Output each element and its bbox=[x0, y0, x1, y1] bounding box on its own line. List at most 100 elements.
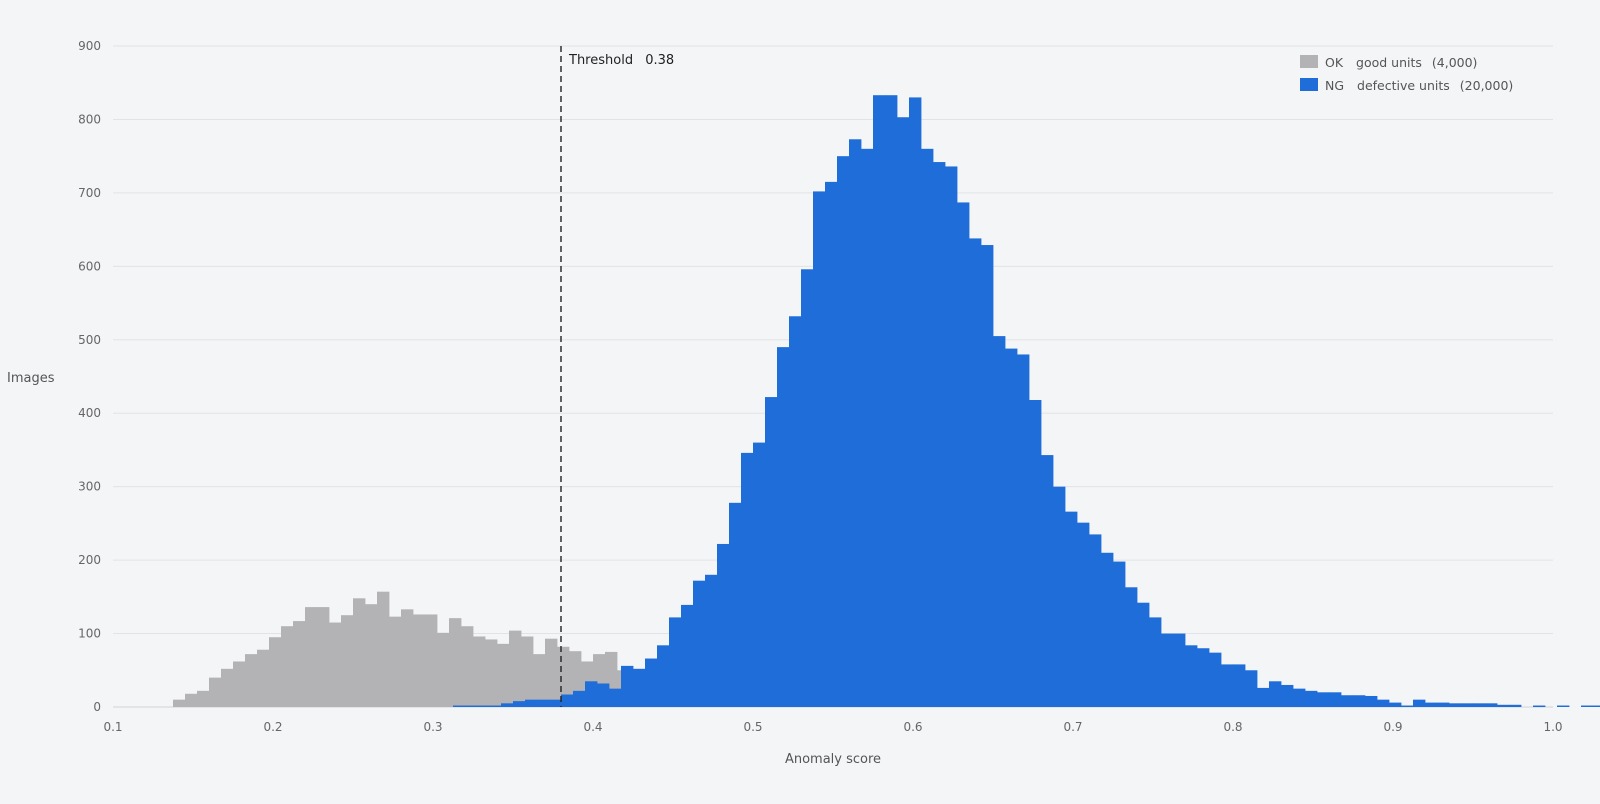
ng-bar bbox=[1101, 552, 1114, 707]
ng-bar bbox=[1065, 511, 1078, 707]
ng-bar bbox=[1221, 664, 1234, 707]
ng-bar bbox=[897, 117, 910, 708]
ok-bar bbox=[545, 638, 558, 707]
ng-bar bbox=[1317, 692, 1330, 707]
ng-bar bbox=[573, 690, 586, 707]
x-tick-label: 1.0 bbox=[1543, 720, 1562, 734]
ng-bar bbox=[1089, 534, 1102, 707]
threshold-label-text: Threshold bbox=[568, 53, 633, 68]
ng-bar bbox=[1197, 648, 1210, 707]
ok-bar bbox=[521, 636, 534, 707]
ng-bar bbox=[993, 336, 1006, 707]
ng-bar bbox=[597, 683, 610, 707]
y-tick-label: 100 bbox=[78, 627, 101, 641]
ng-bar bbox=[1161, 633, 1174, 707]
ng-bar bbox=[909, 97, 922, 707]
ng-bar bbox=[621, 665, 634, 707]
ok-bar bbox=[329, 622, 342, 707]
ng-bar bbox=[669, 617, 682, 707]
ok-bar bbox=[197, 690, 210, 707]
ok-bar bbox=[437, 632, 450, 707]
legend-count-ok: (4,000) bbox=[1432, 55, 1478, 70]
ng-bar bbox=[1473, 703, 1486, 707]
x-axis-title: Anomaly score bbox=[785, 752, 881, 767]
ng-bar bbox=[681, 604, 694, 707]
ok-bar bbox=[317, 607, 330, 707]
ok-bar bbox=[413, 614, 426, 707]
ok-bar bbox=[173, 699, 186, 707]
ng-bar bbox=[1341, 695, 1354, 707]
threshold-value: 0.38 bbox=[645, 53, 674, 68]
ng-bar bbox=[1185, 645, 1198, 707]
ng-bar bbox=[801, 269, 814, 707]
ng-bar bbox=[633, 668, 646, 707]
ng-bar bbox=[1449, 703, 1462, 707]
ng-bar bbox=[1113, 561, 1126, 707]
ng-bar bbox=[1029, 400, 1042, 707]
ok-bar bbox=[509, 630, 522, 707]
ng-bar bbox=[1125, 587, 1138, 707]
y-tick-label: 700 bbox=[78, 186, 101, 200]
ng-bar bbox=[777, 347, 790, 707]
ng-bar bbox=[1281, 684, 1294, 707]
ng-bar bbox=[1257, 687, 1270, 707]
ng-bar bbox=[933, 162, 946, 707]
ng-bar bbox=[477, 705, 490, 707]
y-axis-title: Images bbox=[7, 371, 55, 386]
ok-bar bbox=[449, 618, 462, 707]
ng-bar bbox=[849, 139, 862, 708]
y-tick-label: 600 bbox=[78, 259, 101, 273]
ok-bar bbox=[257, 649, 270, 707]
legend-count-ng: (20,000) bbox=[1460, 78, 1514, 93]
ng-bar bbox=[1425, 702, 1438, 707]
ng-bar bbox=[1377, 699, 1390, 707]
ok-bar bbox=[305, 607, 318, 707]
ng-bar bbox=[741, 452, 754, 707]
ng-bar bbox=[1437, 702, 1450, 707]
ng-bar bbox=[1173, 633, 1186, 707]
ng-bar bbox=[1389, 702, 1402, 707]
ng-bar bbox=[1017, 354, 1030, 707]
legend-label-ng: NG defective units (20,000) bbox=[1325, 78, 1513, 93]
ng-bar bbox=[1581, 705, 1594, 707]
x-tick-label: 0.8 bbox=[1223, 720, 1242, 734]
legend-desc-ng: defective units bbox=[1357, 78, 1450, 93]
x-tick-label: 0.9 bbox=[1383, 720, 1402, 734]
threshold-label: Threshold 0.38 bbox=[568, 53, 674, 68]
ng-bar bbox=[489, 705, 502, 707]
ng-bar bbox=[981, 245, 994, 708]
ng-bar bbox=[693, 580, 706, 707]
ok-bar bbox=[221, 668, 234, 707]
ng-bar bbox=[969, 238, 982, 707]
ng-bar bbox=[645, 658, 658, 707]
x-tick-label: 0.3 bbox=[423, 720, 442, 734]
ng-bar bbox=[585, 681, 598, 707]
ng-bar bbox=[1233, 664, 1246, 707]
legend-item-ng: NG defective units (20,000) bbox=[1300, 78, 1513, 93]
ok-bar bbox=[401, 609, 414, 707]
ng-bar bbox=[1353, 695, 1366, 707]
ng-bar bbox=[1077, 522, 1090, 707]
ng-bar bbox=[837, 156, 850, 707]
ng-bar bbox=[501, 703, 514, 707]
x-tick-label: 0.6 bbox=[903, 720, 922, 734]
ng-bar bbox=[945, 166, 958, 708]
legend-label-ok: OK good units (4,000) bbox=[1325, 55, 1477, 70]
ok-bar bbox=[353, 598, 366, 707]
ng-bar bbox=[789, 316, 802, 707]
ng-bar bbox=[1509, 704, 1522, 707]
y-tick-label: 0 bbox=[93, 700, 101, 714]
legend-code-ng: NG bbox=[1325, 78, 1344, 93]
ng-bar bbox=[525, 699, 538, 707]
ok-bar bbox=[269, 637, 282, 707]
ng-bar bbox=[1401, 705, 1414, 707]
x-tick-label: 0.1 bbox=[103, 720, 122, 734]
legend-swatch-ok bbox=[1300, 55, 1318, 68]
ng-bar bbox=[957, 202, 970, 708]
ng-bar bbox=[753, 442, 766, 707]
x-tick-label: 0.7 bbox=[1063, 720, 1082, 734]
ng-bar bbox=[465, 705, 478, 707]
ng-bar bbox=[513, 701, 526, 707]
legend-desc-ok: good units bbox=[1356, 55, 1422, 70]
